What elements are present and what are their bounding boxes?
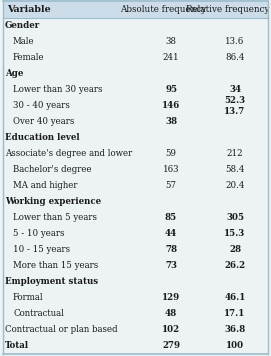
Text: Male: Male [13,37,35,47]
Text: 146: 146 [162,101,180,110]
Text: 38: 38 [165,117,177,126]
Text: Associate's degree and lower: Associate's degree and lower [5,150,132,158]
Text: 102: 102 [162,325,180,335]
Text: 73: 73 [165,262,177,271]
Text: 5 - 10 years: 5 - 10 years [13,230,64,239]
Text: 46.1: 46.1 [224,293,246,303]
Text: 36.8: 36.8 [224,325,246,335]
Text: 163: 163 [163,166,179,174]
Text: Lower than 30 years: Lower than 30 years [13,85,102,94]
Text: Over 40 years: Over 40 years [13,117,74,126]
Text: Contractual or plan based: Contractual or plan based [5,325,118,335]
Bar [3,0,268,18]
Text: Formal: Formal [13,293,44,303]
Text: 212: 212 [227,150,243,158]
Text: 52.3
13.7: 52.3 13.7 [224,96,246,116]
Text: 100: 100 [226,341,244,351]
Text: 15.3: 15.3 [224,230,246,239]
Text: 129: 129 [162,293,180,303]
Text: 279: 279 [162,341,180,351]
Text: 26.2: 26.2 [224,262,246,271]
Text: 57: 57 [166,182,176,190]
Text: Contractual: Contractual [13,309,64,319]
Text: 44: 44 [165,230,177,239]
Text: 38: 38 [166,37,176,47]
Text: More than 15 years: More than 15 years [13,262,98,271]
Text: 58.4: 58.4 [225,166,245,174]
Text: Relative frequency: Relative frequency [186,5,270,14]
Text: 59: 59 [166,150,176,158]
Text: 10 - 15 years: 10 - 15 years [13,246,70,255]
Text: 17.1: 17.1 [224,309,246,319]
Text: 30 - 40 years: 30 - 40 years [13,101,70,110]
Text: 95: 95 [165,85,177,94]
Text: Variable: Variable [7,5,51,14]
Text: Bachelor's degree: Bachelor's degree [13,166,92,174]
Text: Employment status: Employment status [5,277,98,287]
Text: MA and higher: MA and higher [13,182,78,190]
Text: 28: 28 [229,246,241,255]
Text: Education level: Education level [5,134,80,142]
Text: 78: 78 [165,246,177,255]
Text: 86.4: 86.4 [225,53,245,63]
Text: 34: 34 [229,85,241,94]
Text: Age: Age [5,69,23,79]
Text: Absolute frequency: Absolute frequency [120,5,206,14]
Text: 48: 48 [165,309,177,319]
Text: 85: 85 [165,214,177,222]
Text: 20.4: 20.4 [225,182,245,190]
Text: Lower than 5 years: Lower than 5 years [13,214,97,222]
Text: Total: Total [5,341,29,351]
Text: Gender: Gender [5,21,40,31]
Text: 13.6: 13.6 [225,37,245,47]
Text: 305: 305 [226,214,244,222]
Text: Female: Female [13,53,45,63]
Text: Working experience: Working experience [5,198,101,206]
Text: 241: 241 [163,53,179,63]
